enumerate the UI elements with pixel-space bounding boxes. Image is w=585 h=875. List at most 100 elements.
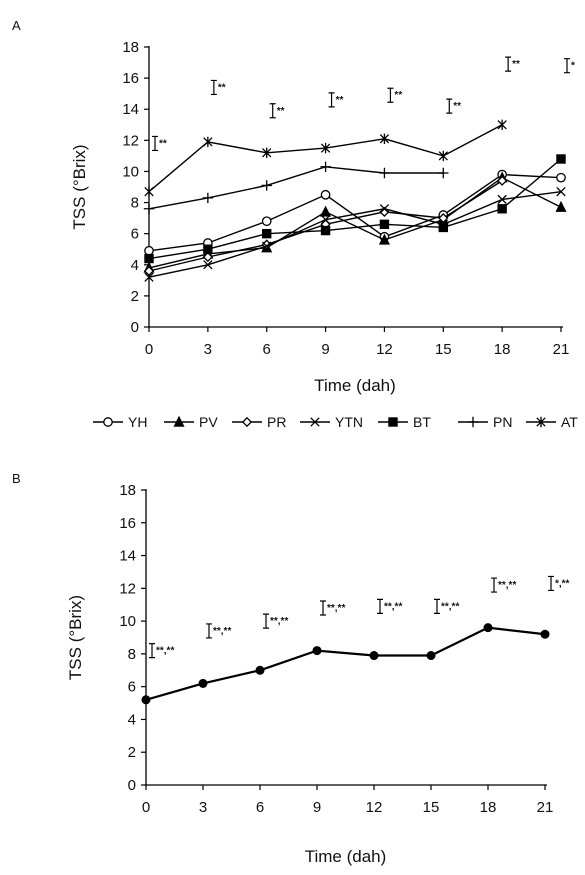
significance-marker: ** xyxy=(152,135,167,152)
data-point-bt xyxy=(262,228,272,239)
x-tick-label: 9 xyxy=(313,799,321,816)
legend-swatch-marker xyxy=(103,417,113,427)
legend-item-at: AT xyxy=(526,414,578,430)
data-point-at xyxy=(320,142,331,154)
legend-swatch-marker xyxy=(310,417,320,427)
y-axis-title: TSS (°Brix) xyxy=(70,144,89,229)
significance-label: **,** xyxy=(270,616,288,627)
significance-bar xyxy=(328,92,335,108)
significance-bar xyxy=(446,98,453,114)
data-point-pn xyxy=(143,203,155,214)
data-point-bt xyxy=(144,253,154,264)
significance-bar xyxy=(564,58,570,74)
y-tick-label: 12 xyxy=(122,132,139,149)
significance-label: ** xyxy=(394,90,402,101)
x-tick-label: 3 xyxy=(199,799,207,816)
y-tick-label: 18 xyxy=(122,39,139,56)
y-tick-label: 2 xyxy=(128,744,136,761)
significance-bar xyxy=(269,103,276,119)
legend-item-pn: PN xyxy=(458,414,512,430)
x-tick-label: 12 xyxy=(376,341,393,358)
legend-swatch-marker xyxy=(241,416,253,428)
data-point-main xyxy=(540,629,550,639)
data-point-ytn xyxy=(203,260,213,270)
data-point-pr xyxy=(143,265,155,277)
significance-marker: ** xyxy=(505,56,520,72)
data-point-pn xyxy=(320,161,331,172)
legend-item-pv: PV xyxy=(164,414,218,430)
series-line-bt xyxy=(148,158,562,260)
significance-marker: ** xyxy=(387,87,402,103)
significance-bar xyxy=(210,79,217,96)
significance-marker: **,** xyxy=(320,600,345,616)
x-tick-label: 6 xyxy=(256,799,264,816)
legend-swatch-marker xyxy=(388,417,398,427)
data-point-ytn xyxy=(497,194,507,205)
y-tick-label: 16 xyxy=(122,70,139,87)
x-tick-label: 18 xyxy=(480,799,497,816)
significance-marker: **,** xyxy=(206,623,231,639)
significance-marker: ** xyxy=(210,79,226,96)
significance-bar xyxy=(434,598,440,614)
legend-swatch-marker xyxy=(536,416,546,428)
data-point-bt xyxy=(203,244,213,254)
panel-label: A xyxy=(12,18,21,33)
significance-label: ** xyxy=(512,59,520,70)
series-line-pv xyxy=(148,176,562,269)
data-point-main xyxy=(312,646,322,656)
legend-swatch-marker xyxy=(467,416,479,428)
x-tick-label: 0 xyxy=(145,341,153,358)
x-tick-label: 15 xyxy=(423,799,440,816)
x-tick-label: 3 xyxy=(204,341,212,358)
x-tick-label: 21 xyxy=(553,341,570,358)
panel-label: B xyxy=(12,471,21,486)
significance-marker: *,** xyxy=(548,575,570,592)
x-axis-title: Time (dah) xyxy=(314,376,396,395)
x-axis-title: Time (dah) xyxy=(305,847,387,866)
significance-marker: **,** xyxy=(149,643,174,659)
significance-label: *,** xyxy=(555,578,570,589)
significance-marker: **,** xyxy=(263,613,288,629)
data-point-pv xyxy=(320,205,332,217)
data-point-at xyxy=(379,133,390,144)
legend: YH PV PR YTN BT PN AT xyxy=(93,414,578,430)
y-tick-label: 12 xyxy=(119,580,136,597)
series-line-ytn xyxy=(148,190,562,278)
significance-bar xyxy=(377,598,383,614)
legend-label: BT xyxy=(413,414,431,430)
y-tick-label: 6 xyxy=(131,226,139,243)
significance-label: ** xyxy=(277,106,285,117)
significance-label: **,** xyxy=(498,580,516,591)
data-point-main xyxy=(255,665,265,675)
x-tick-label: 9 xyxy=(321,341,329,358)
legend-swatch-marker xyxy=(173,415,185,427)
data-point-yh xyxy=(144,245,154,256)
significance-label: ** xyxy=(336,95,344,106)
data-point-bt xyxy=(556,154,566,164)
y-tick-label: 10 xyxy=(119,613,136,630)
data-point-bt xyxy=(497,204,507,214)
y-tick-label: 18 xyxy=(119,482,136,499)
data-point-pr xyxy=(202,251,213,263)
significance-label: **,** xyxy=(327,603,345,614)
y-tick-label: 4 xyxy=(128,711,136,728)
data-point-ytn xyxy=(379,204,390,214)
x-tick-label: 21 xyxy=(537,799,554,816)
y-tick-label: 0 xyxy=(131,319,139,336)
legend-label: PR xyxy=(267,414,286,430)
x-tick-label: 12 xyxy=(366,799,383,816)
y-tick-label: 8 xyxy=(128,646,136,663)
data-point-bt xyxy=(320,225,331,236)
significance-bar xyxy=(206,623,212,639)
legend-label: PV xyxy=(199,414,218,430)
data-point-yh xyxy=(320,189,331,200)
data-point-pr xyxy=(438,212,449,224)
legend-item-bt: BT xyxy=(378,414,431,430)
x-tick-label: 15 xyxy=(435,341,452,358)
y-tick-label: 16 xyxy=(119,515,136,532)
significance-marker: **,** xyxy=(434,598,459,614)
legend-item-yh: YH xyxy=(93,414,147,430)
data-point-at xyxy=(438,150,448,162)
series-pn xyxy=(143,161,449,214)
significance-bar xyxy=(491,577,497,593)
